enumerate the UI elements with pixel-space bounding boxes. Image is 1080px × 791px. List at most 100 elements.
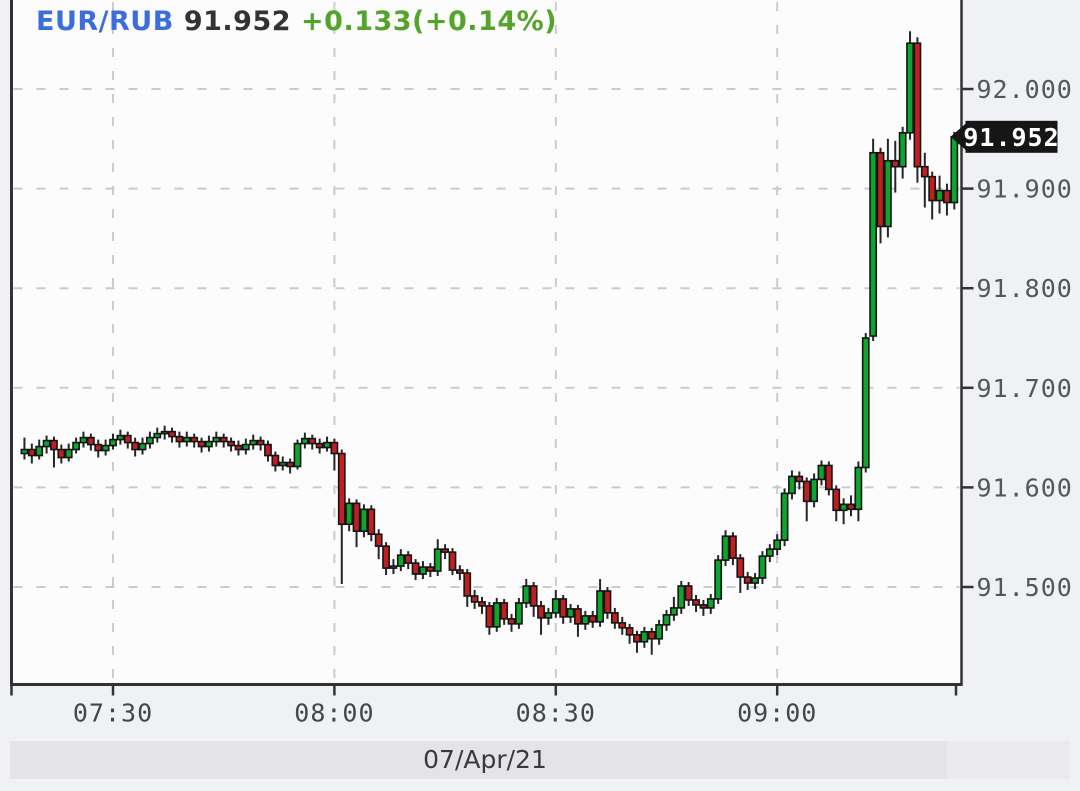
- candle-up: [780, 492, 789, 541]
- candle-up: [35, 445, 44, 457]
- candle-up: [116, 434, 125, 441]
- candle-up: [360, 508, 368, 533]
- candle-up: [714, 559, 723, 600]
- candle-up: [581, 615, 590, 625]
- candle-up: [514, 602, 523, 625]
- candle-down: [920, 165, 929, 178]
- candle-down: [824, 464, 833, 491]
- candle-up: [906, 42, 914, 134]
- quote-header: EUR/RUB 91.952 +0.133(+0.14%): [36, 6, 567, 37]
- plot-area[interactable]: [11, 0, 962, 685]
- candle-down: [286, 461, 295, 468]
- candle-up: [160, 430, 169, 435]
- candle-up: [758, 555, 767, 579]
- candle-down: [463, 572, 472, 597]
- candle-down: [337, 452, 346, 526]
- candle-up: [898, 132, 907, 168]
- candle-down: [404, 554, 413, 564]
- candle-up: [278, 461, 287, 467]
- candle-down: [529, 585, 538, 607]
- candle-up: [765, 548, 774, 557]
- candle-down: [876, 151, 885, 228]
- candle-up: [522, 585, 531, 604]
- price-change-value: +0.133(+0.14%): [301, 6, 558, 37]
- symbol-label: EUR/RUB: [36, 6, 174, 37]
- candle-up: [839, 503, 848, 512]
- candle-up: [241, 443, 250, 451]
- candle-up: [861, 337, 870, 469]
- candle-down: [382, 545, 390, 569]
- candle-up: [101, 444, 110, 452]
- candle-up: [72, 441, 80, 451]
- y-axis-label: 91.700: [977, 374, 1073, 403]
- candle-down: [625, 627, 634, 636]
- candle-down: [94, 443, 103, 452]
- candle-down: [57, 448, 66, 459]
- candle-up: [854, 466, 863, 511]
- candle-up: [596, 590, 604, 623]
- candle-down: [647, 631, 656, 640]
- candle-up: [182, 436, 191, 443]
- candle-down: [500, 602, 509, 620]
- candle-down: [684, 585, 693, 601]
- candle-down: [367, 508, 376, 536]
- candle-down: [478, 601, 486, 607]
- candle-down: [227, 440, 235, 447]
- candle-up: [345, 502, 354, 526]
- candle-down: [27, 448, 36, 457]
- candle-down: [190, 436, 199, 443]
- candle-down: [264, 443, 272, 457]
- candle-up: [249, 439, 258, 446]
- candle-down: [352, 502, 361, 533]
- candle-down: [610, 612, 619, 624]
- candle-up: [212, 436, 221, 443]
- candle-down: [411, 562, 420, 575]
- candle-up: [810, 478, 818, 503]
- candle-down: [943, 189, 951, 204]
- candle-up: [869, 151, 878, 337]
- candle-up: [817, 464, 826, 481]
- candle-up: [935, 189, 944, 202]
- candle-up: [566, 608, 575, 618]
- candle-up: [396, 554, 405, 567]
- candle-down: [448, 551, 457, 571]
- candle-up: [721, 535, 730, 561]
- candle-down: [729, 535, 737, 559]
- candle-down: [847, 503, 855, 511]
- candle-up: [662, 614, 671, 626]
- candle-down: [219, 436, 228, 443]
- candle-down: [308, 437, 317, 445]
- candle-down: [374, 533, 383, 547]
- candle-up: [544, 612, 553, 619]
- candle-down: [736, 557, 745, 578]
- candle-up: [706, 598, 715, 609]
- y-axis-label: 91.500: [977, 573, 1073, 602]
- candle-down: [441, 548, 449, 553]
- candle-up: [551, 598, 560, 614]
- candle-down: [692, 599, 700, 606]
- candle-up: [64, 448, 73, 459]
- candle-down: [50, 439, 58, 451]
- candle-up: [419, 566, 427, 575]
- candle-up: [950, 136, 959, 204]
- candle-down: [131, 441, 140, 451]
- candle-down: [175, 435, 184, 443]
- candle-up: [640, 631, 649, 643]
- candle-up: [669, 607, 678, 616]
- candle-down: [271, 454, 280, 467]
- y-axis-label: 91.800: [977, 274, 1073, 303]
- y-axis-label: 91.600: [977, 473, 1073, 502]
- candle-down: [537, 605, 545, 619]
- candle-down: [928, 175, 937, 202]
- date-bar-right-segment: [947, 741, 1070, 779]
- y-axis-label: 92.000: [977, 75, 1073, 104]
- candle-down: [618, 622, 627, 629]
- x-axis-label: 09:00: [737, 699, 817, 728]
- candle-down: [330, 441, 339, 455]
- x-axis-label: 08:30: [516, 699, 596, 728]
- candle-up: [79, 436, 88, 444]
- candle-down: [603, 590, 612, 614]
- candle-up: [883, 159, 892, 228]
- candle-up: [677, 585, 686, 609]
